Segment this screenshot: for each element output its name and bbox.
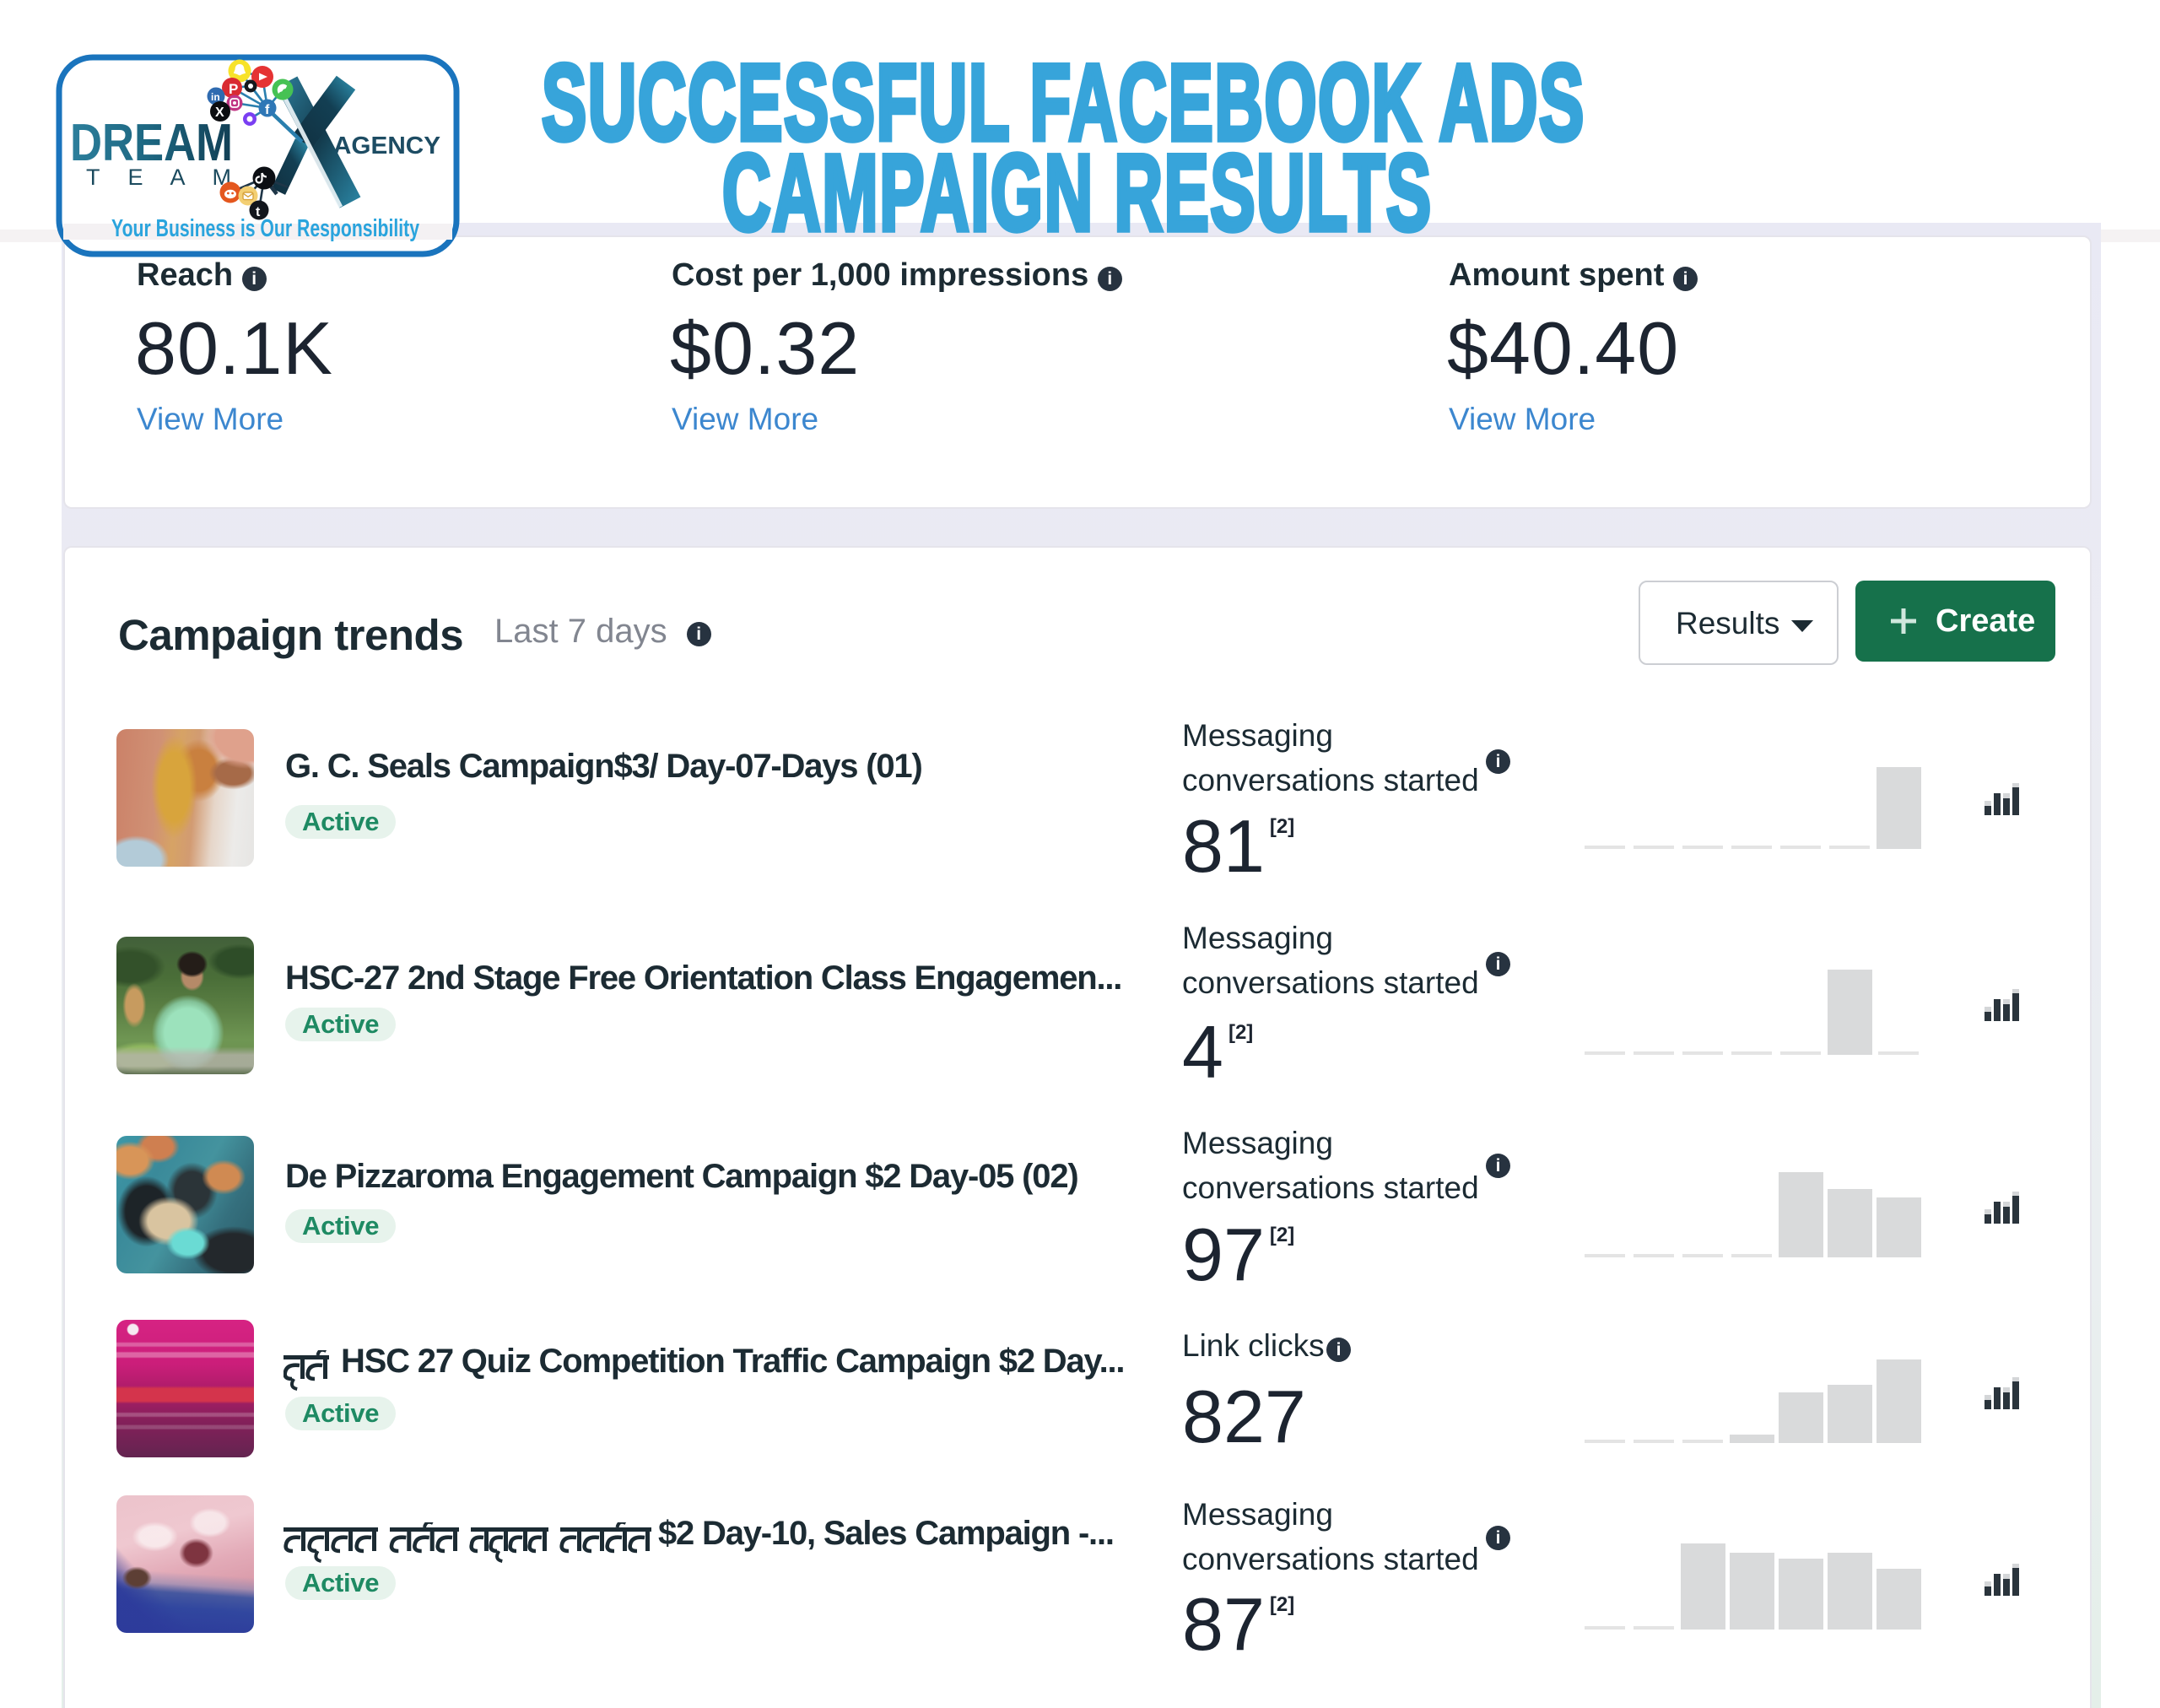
svg-text:AGENCY: AGENCY: [333, 132, 440, 159]
svg-text:Your Business is Our Responsib: Your Business is Our Responsibility: [111, 215, 419, 242]
svg-text:t: t: [256, 205, 261, 219]
svg-text:P: P: [229, 81, 238, 97]
svg-text:X: X: [215, 105, 224, 120]
svg-text:f: f: [265, 103, 270, 117]
svg-text:DREAM: DREAM: [70, 114, 233, 172]
svg-text:in: in: [211, 91, 220, 103]
